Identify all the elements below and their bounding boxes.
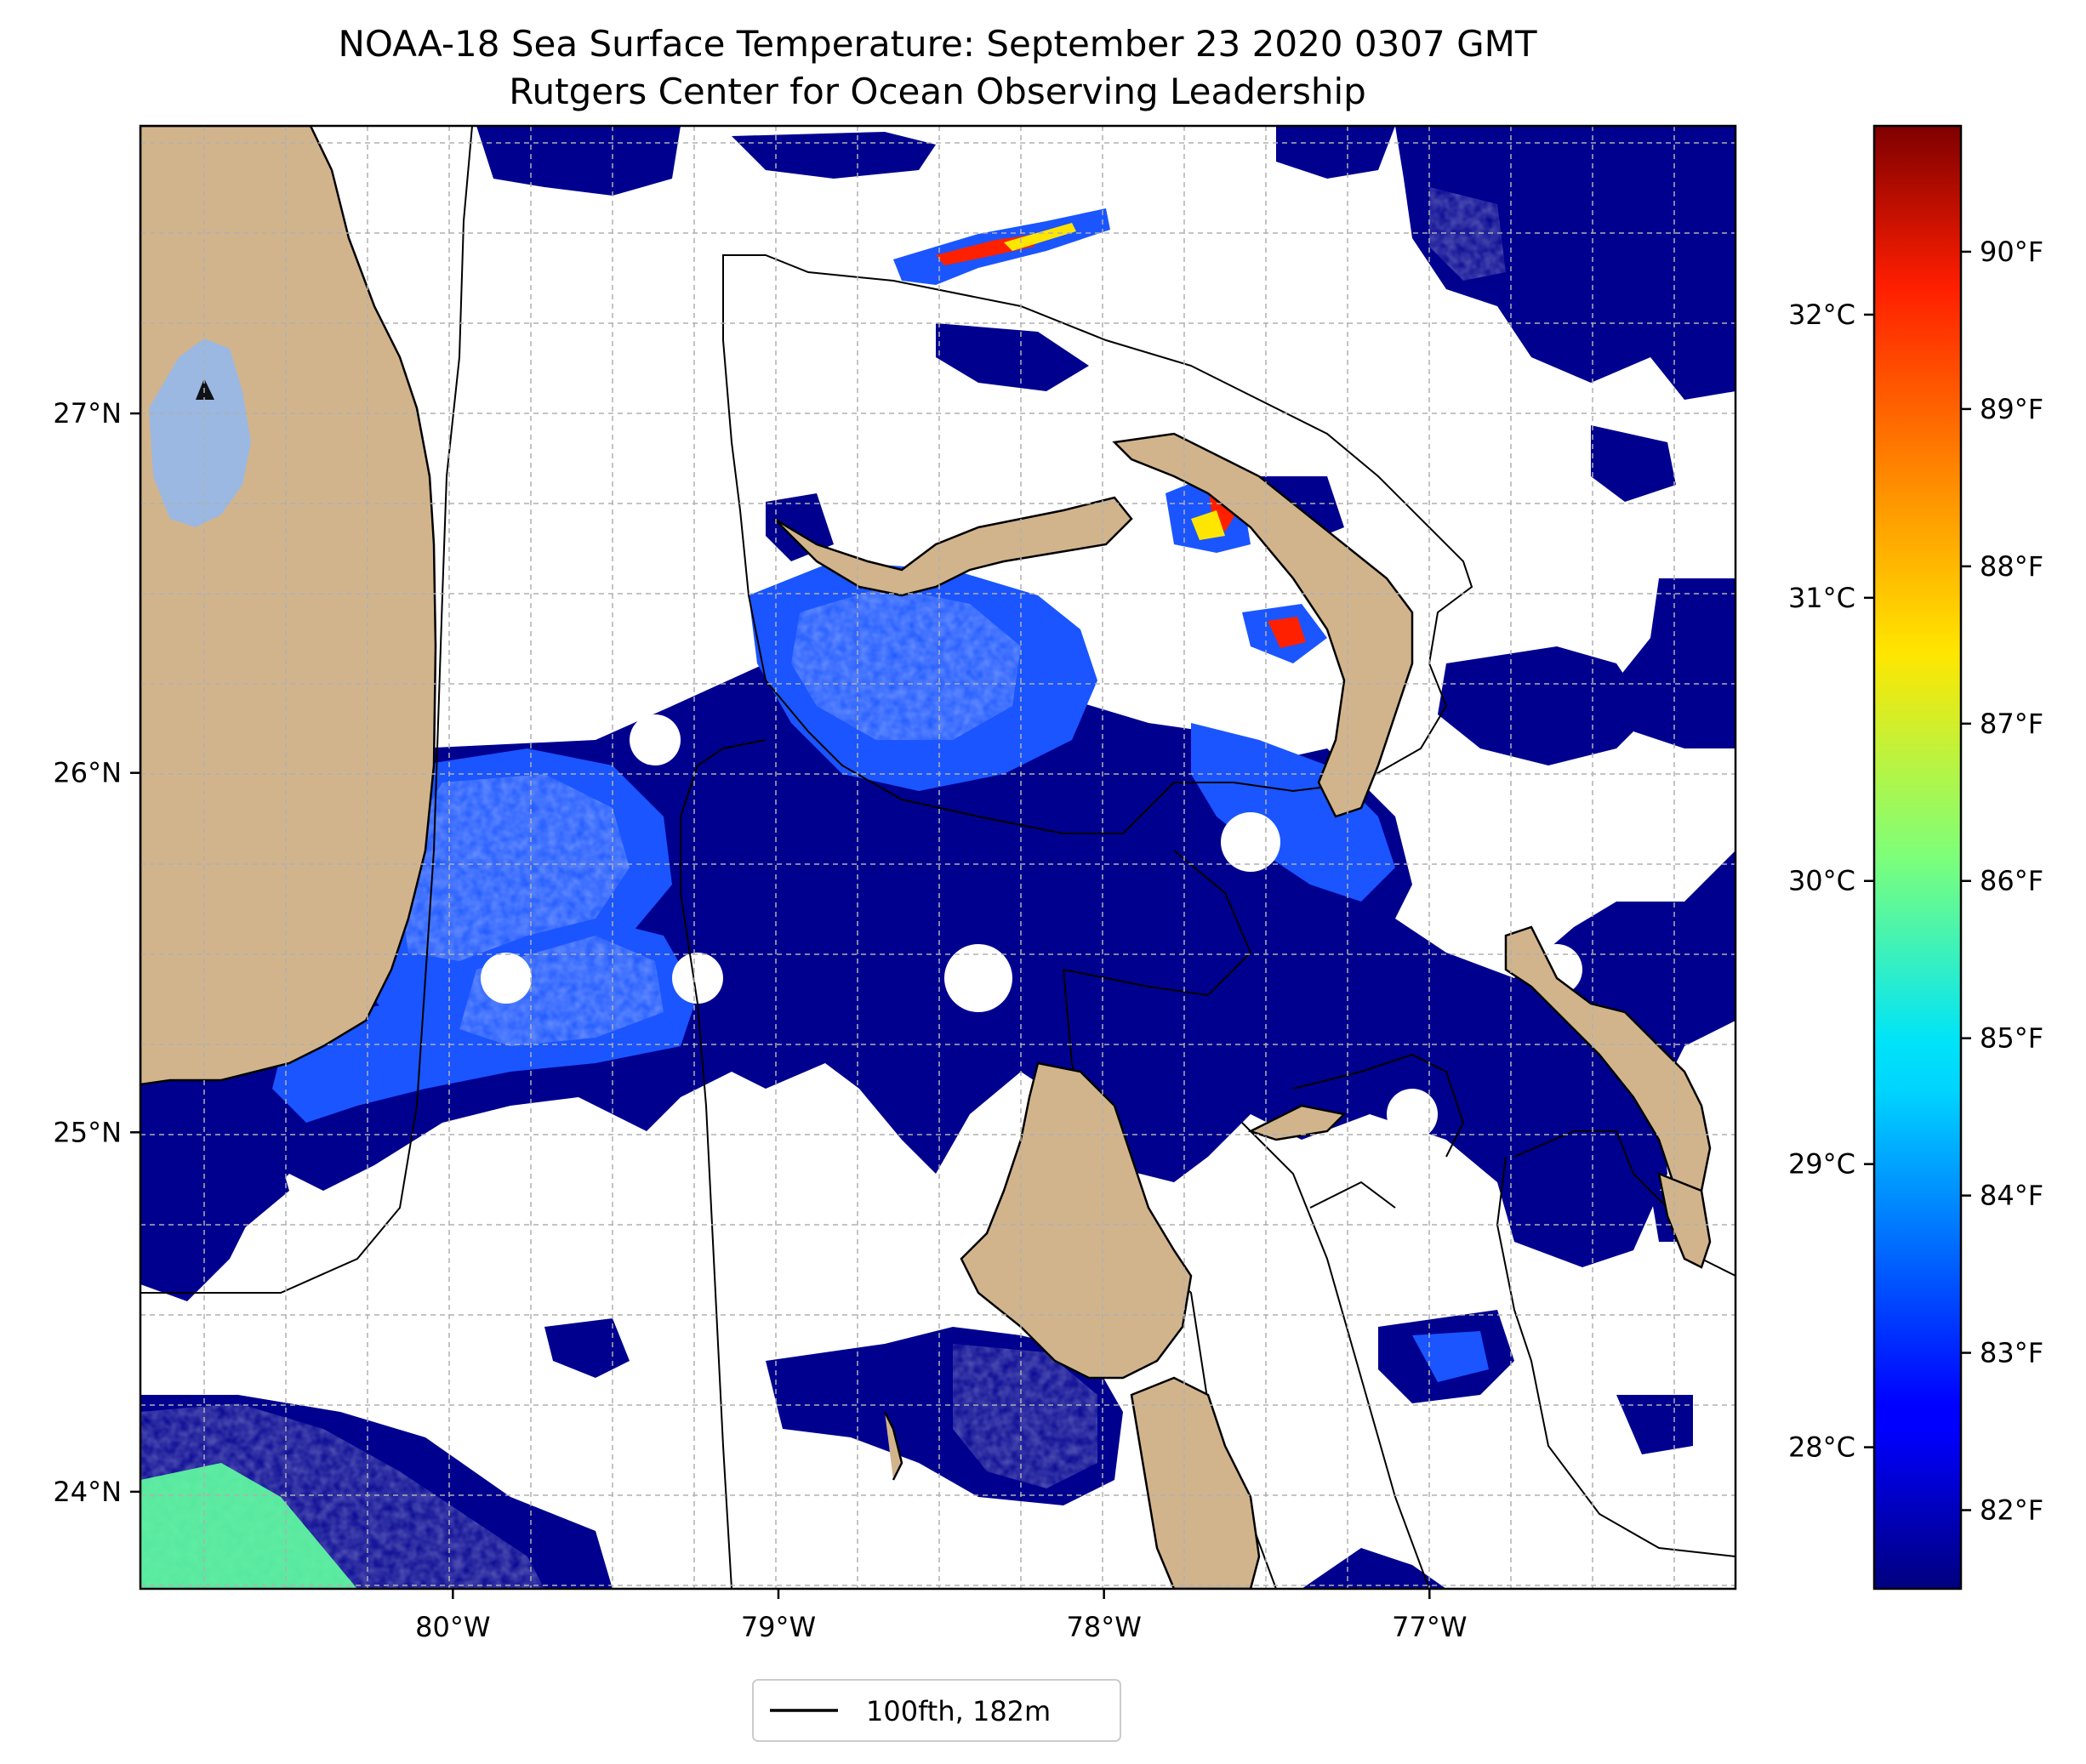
sst-patch-top-right (1395, 126, 1735, 400)
legend: 100fth, 182m (752, 1679, 1121, 1742)
colorbar-c-tick-label: 32°C (1788, 299, 1855, 331)
colorbar (1872, 124, 1963, 1590)
legend-label: 100fth, 182m (866, 1695, 1051, 1727)
isobath-100fth (140, 126, 1735, 1589)
lat-tick-label: 24°N (53, 1476, 122, 1508)
lat-tick-label: 26°N (53, 757, 122, 789)
colorbar-fahrenheit-ticks: 82°F 83°F 84°F 85°F 86°F 87°F 88°F 89°F 90°F (1961, 236, 2043, 1527)
andros-land (960, 1061, 1193, 1380)
colorbar-f-tick-label: 84°F (1980, 1180, 2043, 1212)
title-line-1: NOAA-18 Sea Surface Temperature: Septemb… (338, 23, 1536, 65)
colorbar-f-tick-label: 86°F (1980, 865, 2043, 897)
lon-tick-label: 78°W (1066, 1611, 1141, 1643)
lake-okeechobee (149, 339, 251, 527)
colorbar-c-tick-label: 30°C (1788, 865, 1855, 897)
lat-tick-label: 27°N (53, 397, 122, 430)
grand-bahama-land (773, 496, 1133, 597)
colorbar-f-tick-label: 82°F (1980, 1494, 2043, 1527)
title-line-2: Rutgers Center for Ocean Observing Leade… (509, 71, 1366, 112)
sst-data-layer (140, 126, 1735, 1589)
lat-tick-label: 25°N (53, 1116, 122, 1148)
longitude-axis: 80°W 79°W 78°W 77°W (415, 1589, 1467, 1643)
colorbar-c-tick-label: 28°C (1788, 1431, 1855, 1464)
colorbar-f-tick-label: 90°F (1980, 236, 2043, 268)
colorbar-f-tick-label: 89°F (1980, 393, 2043, 425)
colorbar-f-tick-label: 88°F (1980, 550, 2043, 583)
gridlines (140, 126, 1735, 1589)
colorbar-c-tick-label: 31°C (1788, 582, 1855, 614)
abaco-land (1112, 432, 1414, 818)
colorbar-f-tick-label: 85°F (1980, 1022, 2043, 1055)
colorbar-f-tick-label: 83°F (1980, 1337, 2043, 1369)
colorbar-c-tick-label: 29°C (1788, 1148, 1855, 1181)
colorbar-f-tick-label: 87°F (1980, 708, 2043, 740)
lon-tick-label: 77°W (1392, 1611, 1467, 1643)
latitude-axis: 27°N 26°N 25°N 24°N (53, 397, 140, 1508)
lon-tick-label: 79°W (741, 1611, 816, 1643)
map-frame (139, 124, 1737, 1590)
legend-box (752, 1679, 1121, 1742)
lon-tick-label: 80°W (415, 1611, 490, 1643)
colorbar-celsius-ticks: 28°C 29°C 30°C 31°C 32°C (1788, 299, 1874, 1464)
map-area (140, 126, 1735, 1589)
